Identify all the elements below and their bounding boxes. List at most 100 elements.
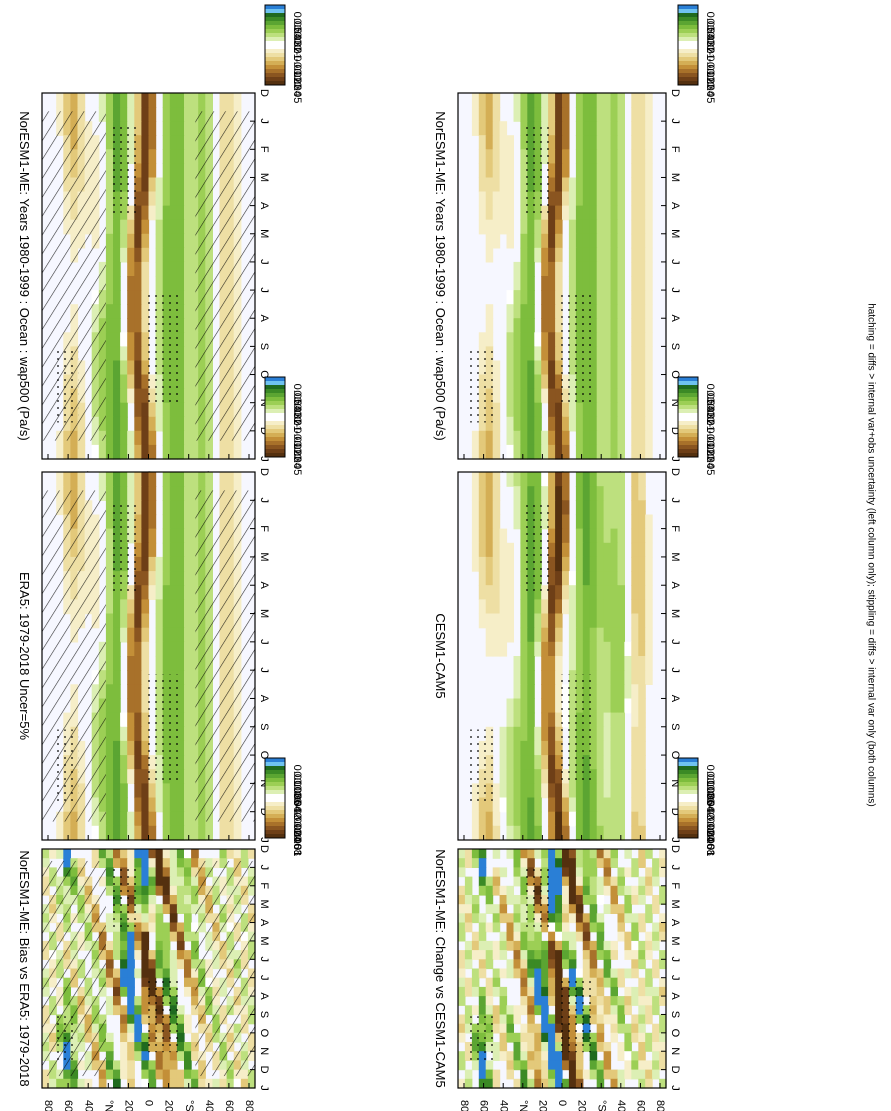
field-cell [548, 797, 556, 813]
field-cell [162, 895, 171, 905]
field-cell [603, 1042, 612, 1052]
field-cell [105, 374, 114, 390]
colorbar-swatch [678, 425, 698, 430]
field-cell [513, 346, 521, 362]
field-cell [617, 247, 625, 263]
field-cell [582, 486, 591, 501]
field-cell [492, 416, 501, 432]
colorbar-tick-label: -0.03 [291, 437, 303, 462]
field-cell [134, 641, 142, 657]
field-cell [492, 950, 501, 960]
colorbar-swatch [678, 33, 698, 38]
colorbar-swatch [265, 818, 285, 823]
field-cell [105, 388, 114, 404]
field-cell [105, 1032, 114, 1043]
field-cell [492, 135, 501, 150]
field-cell [589, 996, 598, 1006]
field-cell [631, 360, 639, 376]
colorbar-swatch [265, 53, 285, 58]
field-cell [141, 895, 150, 905]
field-cell [233, 849, 242, 859]
field-cell [134, 950, 142, 960]
colorbar-tick-label: 0 [291, 798, 303, 804]
field-cell [513, 684, 521, 700]
x-tick-label: J [669, 456, 681, 462]
field-cell [568, 867, 577, 878]
field-cell [589, 528, 598, 544]
field-cell [70, 472, 79, 487]
colorbar-swatch [678, 9, 698, 14]
field-cell [113, 849, 121, 859]
field-cell [548, 599, 556, 615]
x-tick-label: F [258, 882, 270, 889]
field-cell [169, 276, 178, 291]
field-cell [541, 1014, 549, 1025]
field-cell [141, 811, 150, 827]
field-cell [458, 959, 466, 970]
field-cell [562, 904, 570, 914]
field-cell [191, 922, 199, 933]
field-cell [134, 670, 142, 685]
field-cell [555, 931, 563, 942]
field-cell [638, 684, 646, 700]
field-cell [148, 486, 157, 501]
field-cell [162, 93, 171, 108]
field-cell [555, 1078, 563, 1089]
field-cell [485, 1078, 494, 1089]
field-cell [596, 977, 605, 988]
field-cell [624, 1023, 632, 1034]
field-cell [562, 542, 570, 558]
field-cell [127, 996, 135, 1006]
field-cell [162, 1060, 171, 1071]
field-cell [485, 304, 494, 319]
field-cell [562, 1060, 570, 1071]
field-cell [589, 571, 598, 586]
field-cell [610, 318, 618, 333]
field-cell [506, 1051, 514, 1061]
field-cell [520, 940, 528, 951]
field-cell [91, 849, 100, 859]
field-cell [458, 867, 466, 878]
field-cell [589, 1060, 598, 1071]
field-cell [141, 825, 150, 841]
stippling-region [144, 294, 179, 405]
field-cell [548, 977, 556, 988]
x-tick-label: O [258, 370, 270, 379]
field-cell [148, 876, 157, 887]
field-cell [506, 571, 514, 586]
field-cell [120, 726, 128, 742]
field-cell [134, 684, 142, 700]
field-cell [506, 940, 514, 951]
field-cell [148, 811, 157, 827]
field-cell [169, 1078, 178, 1089]
field-cell [638, 1069, 646, 1080]
field-cell [617, 769, 625, 784]
field-cell [575, 430, 584, 446]
field-cell [520, 670, 528, 685]
field-cell [155, 177, 164, 193]
field-cell [240, 849, 249, 859]
field-cell [120, 1032, 128, 1043]
field-cell [513, 656, 521, 671]
field-cell [575, 867, 584, 878]
colorbar: 0.010.0080.0060.0040.0020-0.002-0.004-0.… [677, 757, 716, 856]
field-cell [548, 726, 556, 742]
field-cell [134, 304, 142, 319]
field-cell [596, 247, 605, 263]
field-cell [499, 585, 508, 600]
field-cell [506, 1014, 514, 1025]
y-tick-label: 60 [62, 1100, 74, 1111]
field-cell [520, 318, 528, 333]
field-cell [162, 876, 171, 887]
field-cell [527, 261, 535, 277]
field-cell [513, 950, 521, 960]
colorbar-tick-label: 0.01 [704, 38, 716, 59]
field-cell [617, 430, 625, 446]
field-cell [176, 783, 185, 799]
field-cell [492, 360, 501, 376]
colorbar-tick-label: 0.04 [291, 390, 303, 411]
field-cell [478, 219, 487, 235]
field-cell [485, 135, 494, 150]
field-cell [176, 1069, 185, 1080]
field-cell [610, 135, 618, 150]
